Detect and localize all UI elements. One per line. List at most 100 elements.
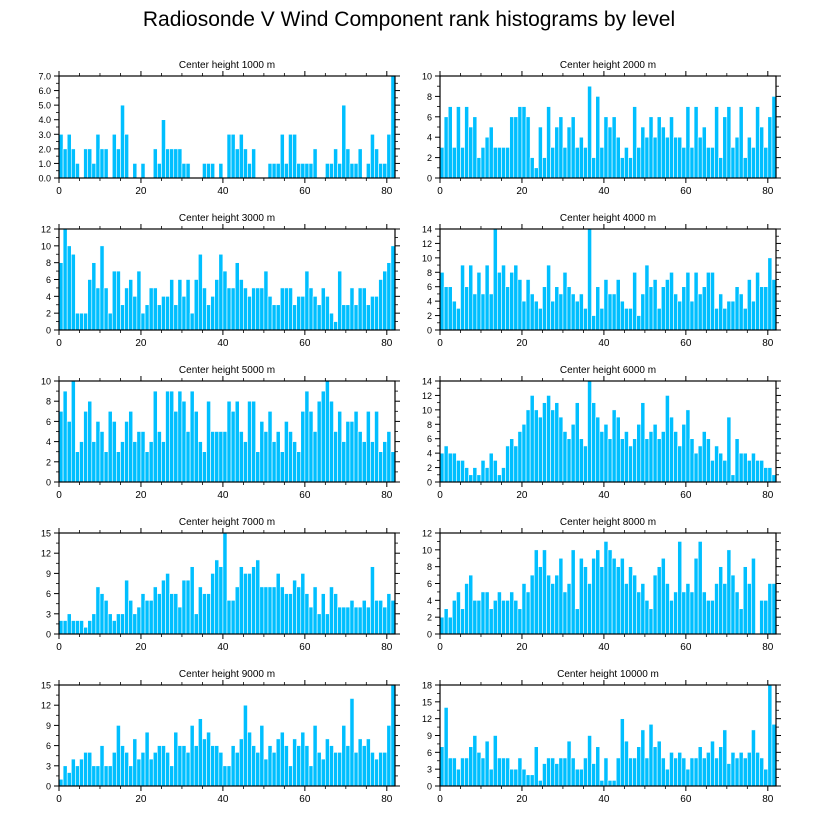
histogram-bar <box>144 731 150 787</box>
y-tick-label: 10 <box>41 241 51 251</box>
histogram-bar <box>99 245 105 331</box>
histogram-bar <box>558 757 564 787</box>
histogram-bar <box>316 752 322 787</box>
histogram-bar <box>546 574 551 635</box>
histogram-bar <box>370 296 375 331</box>
histogram-bar <box>157 431 162 483</box>
histogram-bar <box>349 287 355 331</box>
histogram-bar <box>357 148 363 179</box>
histogram-bar <box>771 279 777 331</box>
histogram-bar <box>300 410 306 483</box>
histogram-bar <box>615 279 621 331</box>
histogram-bar <box>210 431 216 483</box>
y-tick-label: 8 <box>427 92 432 102</box>
histogram-bar <box>386 725 392 787</box>
histogram-bar <box>456 591 461 635</box>
histogram-bar <box>509 271 515 331</box>
histogram-bar <box>542 402 547 483</box>
x-tick-label: 20 <box>516 490 528 501</box>
histogram-bar <box>636 147 642 179</box>
histogram-bar <box>742 308 748 331</box>
histogram-bar <box>165 296 170 331</box>
histogram-bar <box>689 300 695 331</box>
histogram-bar <box>533 549 539 635</box>
histogram-bar <box>148 600 154 635</box>
y-tick-label: 12 <box>422 529 432 539</box>
histogram-bar <box>152 752 158 787</box>
x-tick-label: 0 <box>56 490 62 501</box>
histogram-bar <box>624 431 629 483</box>
x-tick-label: 80 <box>762 642 774 653</box>
histogram-bar <box>546 106 551 179</box>
histogram-bar <box>284 163 289 179</box>
histogram-bar <box>189 566 195 635</box>
histogram-bar <box>333 593 338 635</box>
histogram-bar <box>370 441 375 483</box>
x-tick-label: 60 <box>680 794 692 805</box>
histogram-bar <box>308 765 314 787</box>
x-tick-label: 20 <box>516 338 528 349</box>
histogram-bar <box>513 264 519 331</box>
histogram-bar <box>181 296 187 331</box>
histogram-bar <box>116 148 121 179</box>
histogram-bar <box>574 147 580 179</box>
histogram-bar <box>767 257 773 331</box>
histogram-bar <box>722 308 728 331</box>
histogram-bar <box>366 163 371 179</box>
y-tick-label: 3.0 <box>38 130 51 140</box>
y-tick-label: 6 <box>46 417 51 427</box>
histogram-bar <box>316 400 322 483</box>
histogram-bar <box>157 593 162 635</box>
histogram-bar <box>689 147 695 179</box>
histogram-bar <box>206 304 211 331</box>
histogram-bar <box>189 312 195 331</box>
panel-title: Center height 5000 m <box>179 365 275 376</box>
histogram-bar <box>591 557 597 635</box>
histogram-bar <box>169 593 175 635</box>
histogram-bar <box>263 758 269 787</box>
y-tick-label: 0.0 <box>38 174 51 184</box>
histogram-bar <box>218 566 224 635</box>
histogram-bar <box>66 772 72 787</box>
histogram-bar <box>460 147 465 179</box>
histogram-bar <box>107 410 113 483</box>
histogram-bar <box>308 287 314 331</box>
histogram-bar <box>574 608 580 635</box>
x-tick-label: 40 <box>217 186 229 197</box>
y-tick-label: 12 <box>41 549 51 559</box>
histogram-bar <box>701 126 707 179</box>
x-tick-label: 60 <box>680 338 692 349</box>
histogram-bar <box>464 583 469 635</box>
histogram-bar <box>169 148 175 179</box>
histogram-bar <box>595 416 601 483</box>
histogram-bar <box>701 591 707 635</box>
histogram-bar <box>152 390 158 483</box>
histogram-bar <box>66 421 72 483</box>
x-tick-label: 20 <box>135 794 147 805</box>
histogram-bar <box>492 460 498 483</box>
histogram-bar <box>341 725 347 787</box>
histogram-bar <box>591 157 597 179</box>
y-tick-label: 6 <box>427 748 432 758</box>
histogram-bar <box>251 400 256 483</box>
histogram-bar <box>87 148 93 179</box>
histogram-bar <box>230 410 236 483</box>
histogram-bar <box>390 451 396 483</box>
histogram-bar <box>296 163 302 179</box>
histogram-bar <box>517 608 523 635</box>
histogram-bar <box>386 431 392 483</box>
y-tick-label: 4 <box>427 133 432 143</box>
histogram-bar <box>206 400 211 483</box>
y-tick-label: 3 <box>46 761 51 771</box>
histogram-bar <box>169 390 175 483</box>
histogram-bar <box>624 583 629 635</box>
histogram-bar <box>701 286 707 331</box>
histogram-bar <box>685 106 691 179</box>
histogram-bar <box>488 452 494 483</box>
histogram-bar <box>390 684 396 787</box>
histogram-bar <box>689 591 695 635</box>
histogram-bar <box>234 400 240 483</box>
histogram-bar <box>566 286 572 331</box>
histogram-bar <box>140 312 146 331</box>
histogram-bar <box>226 600 232 635</box>
